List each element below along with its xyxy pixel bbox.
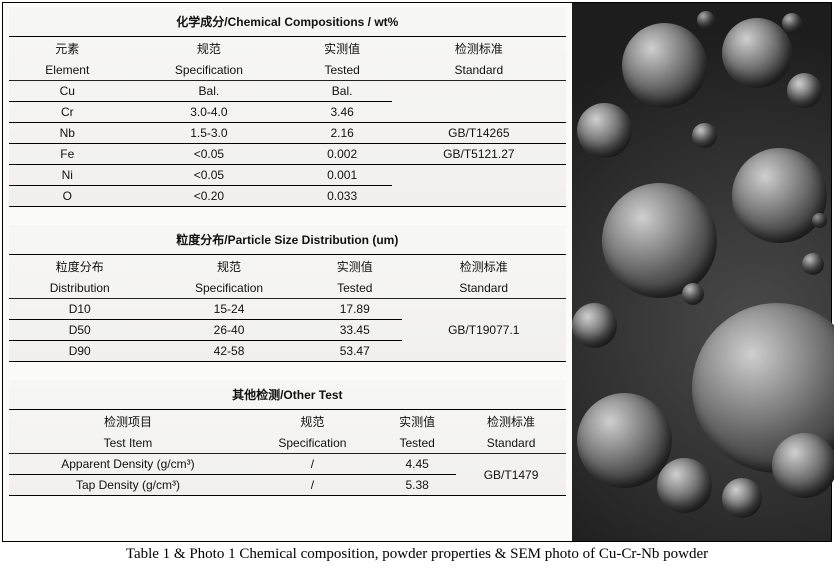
cell: 3.46 — [292, 102, 392, 123]
cell: 0.001 — [292, 165, 392, 186]
sem-sphere — [802, 253, 824, 275]
sem-sphere — [697, 11, 715, 29]
sem-sphere — [622, 23, 707, 108]
col-header-cn: 实测值 — [292, 37, 392, 61]
cell: Bal. — [292, 81, 392, 102]
col-header-en: Standard — [402, 278, 566, 299]
cell: Cu — [9, 81, 126, 102]
cell: Tap Density (g/cm³) — [9, 475, 247, 496]
sem-photo — [572, 3, 831, 541]
cell: Nb — [9, 123, 126, 144]
col-header-en: Standard — [456, 433, 565, 454]
col-header-en: Tested — [308, 278, 402, 299]
cell: 33.45 — [308, 320, 402, 341]
standard-cell: GB/T5121.27 — [392, 144, 566, 165]
cell: 3.0-4.0 — [126, 102, 293, 123]
sem-sphere — [782, 13, 802, 33]
sem-sphere — [722, 18, 792, 88]
chemical-composition-table: 化学成分/Chemical Compositions / wt% 元素 规范 实… — [9, 7, 566, 207]
cell: 2.16 — [292, 123, 392, 144]
sem-sphere — [772, 433, 834, 498]
section-title: 粒度分布/Particle Size Distribution (um) — [9, 225, 566, 255]
sem-sphere — [787, 73, 822, 108]
sem-sphere — [732, 148, 827, 243]
col-header-en: Distribution — [9, 278, 150, 299]
section-title: 其他检测/Other Test — [9, 380, 566, 410]
standard-cell: GB/T1479 — [456, 454, 565, 496]
cell: Bal. — [126, 81, 293, 102]
col-header-cn: 检测项目 — [9, 410, 247, 434]
cell: 17.89 — [308, 299, 402, 320]
col-header-cn: 规范 — [247, 410, 378, 434]
col-header-cn: 实测值 — [308, 255, 402, 279]
cell: Apparent Density (g/cm³) — [9, 454, 247, 475]
cell: <0.05 — [126, 144, 293, 165]
sem-sphere — [572, 303, 617, 348]
standard-cell — [392, 81, 566, 123]
cell: 26-40 — [150, 320, 307, 341]
sem-sphere — [657, 458, 712, 513]
cell: D10 — [9, 299, 150, 320]
col-header-en: Specification — [247, 433, 378, 454]
cell: O — [9, 186, 126, 207]
col-header-cn: 规范 — [126, 37, 293, 61]
sem-sphere — [812, 213, 827, 228]
particle-size-table: 粒度分布/Particle Size Distribution (um) 粒度分… — [9, 225, 566, 362]
col-header-en: Specification — [126, 60, 293, 81]
standard-cell — [392, 165, 566, 207]
col-header-cn: 元素 — [9, 37, 126, 61]
cell: 5.38 — [378, 475, 457, 496]
sem-sphere — [722, 478, 762, 518]
sem-background — [572, 3, 831, 541]
sem-sphere — [602, 183, 717, 298]
col-header-en: Element — [9, 60, 126, 81]
cell: Ni — [9, 165, 126, 186]
col-header-cn: 检测标准 — [402, 255, 566, 279]
col-header-cn: 规范 — [150, 255, 307, 279]
cell: 0.002 — [292, 144, 392, 165]
standard-cell: GB/T19077.1 — [402, 299, 566, 362]
col-header-cn: 检测标准 — [392, 37, 566, 61]
cell: <0.20 — [126, 186, 293, 207]
cell: Cr — [9, 102, 126, 123]
col-header-cn: 检测标准 — [456, 410, 565, 434]
cell: / — [247, 454, 378, 475]
section-title: 化学成分/Chemical Compositions / wt% — [9, 7, 566, 37]
cell: 1.5-3.0 — [126, 123, 293, 144]
other-test-table: 其他检测/Other Test 检测项目 规范 实测值 检测标准 Test It… — [9, 380, 566, 496]
cell: Fe — [9, 144, 126, 165]
col-header-en: Test Item — [9, 433, 247, 454]
col-header-en: Standard — [392, 60, 566, 81]
sem-sphere — [692, 123, 717, 148]
cell: <0.05 — [126, 165, 293, 186]
cell: 15-24 — [150, 299, 307, 320]
col-header-en: Specification — [150, 278, 307, 299]
standard-cell: GB/T14265 — [392, 123, 566, 144]
cell: 0.033 — [292, 186, 392, 207]
col-header-cn: 粒度分布 — [9, 255, 150, 279]
cell: 42-58 — [150, 341, 307, 362]
sem-sphere — [682, 283, 704, 305]
cell: 4.45 — [378, 454, 457, 475]
tables-column: 化学成分/Chemical Compositions / wt% 元素 规范 实… — [3, 3, 572, 541]
cell: 53.47 — [308, 341, 402, 362]
cell: D90 — [9, 341, 150, 362]
sem-sphere — [577, 393, 672, 488]
col-header-cn: 实测值 — [378, 410, 457, 434]
cell: / — [247, 475, 378, 496]
cell: D50 — [9, 320, 150, 341]
col-header-en: Tested — [378, 433, 457, 454]
sem-sphere — [577, 103, 632, 158]
col-header-en: Tested — [292, 60, 392, 81]
figure-caption: Table 1 & Photo 1 Chemical composition, … — [0, 546, 834, 563]
figure-panel: 化学成分/Chemical Compositions / wt% 元素 规范 实… — [2, 2, 832, 542]
